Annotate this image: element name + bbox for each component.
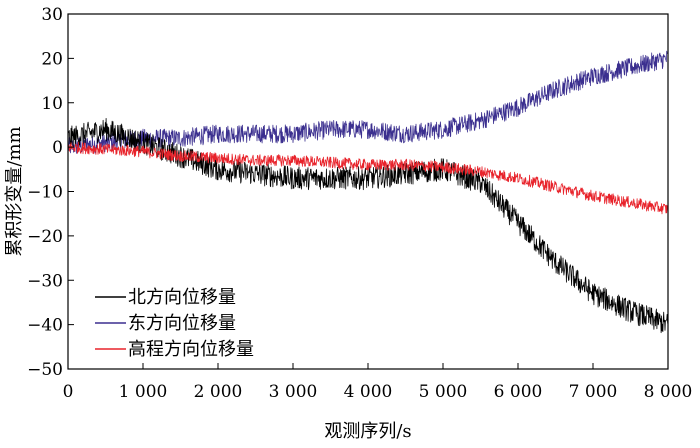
series-line-2	[67, 141, 669, 215]
y-tick-label: 0	[52, 138, 63, 158]
y-tick-label: −40	[27, 316, 63, 336]
x-tick-label: 0	[63, 382, 74, 402]
axis-layer: 0 1 000 2 000 3 000 4 000 5 000 6 000 7 000 8 00…	[27, 5, 692, 402]
y-tick-label: −50	[27, 360, 63, 380]
legend-label: 东方向位移量	[128, 313, 236, 334]
series-layer	[67, 50, 669, 334]
series-line-1	[67, 50, 669, 154]
legend-label: 北方向位移量	[128, 287, 236, 308]
y-axis-label: 累积形变量/mm	[4, 126, 25, 256]
x-tick-label: 5 000	[419, 382, 468, 402]
y-tick-label: −10	[27, 183, 63, 203]
y-tick-label: 10	[41, 94, 63, 114]
x-tick-label: 1 000	[119, 382, 168, 402]
x-tick-label: 8 000	[644, 382, 693, 402]
x-axis-label: 观测序列/s	[324, 421, 411, 442]
y-tick-label: 20	[41, 49, 63, 69]
x-tick-label: 7 000	[569, 382, 618, 402]
x-tick-label: 6 000	[494, 382, 543, 402]
y-tick-label: −30	[27, 271, 63, 291]
y-tick-label: 30	[41, 5, 63, 25]
legend-label: 高程方向位移量	[128, 339, 254, 360]
x-tick-label: 3 000	[269, 382, 318, 402]
y-tick-label: −20	[27, 227, 63, 247]
x-tick-label: 2 000	[194, 382, 243, 402]
x-tick-label: 4 000	[344, 382, 393, 402]
